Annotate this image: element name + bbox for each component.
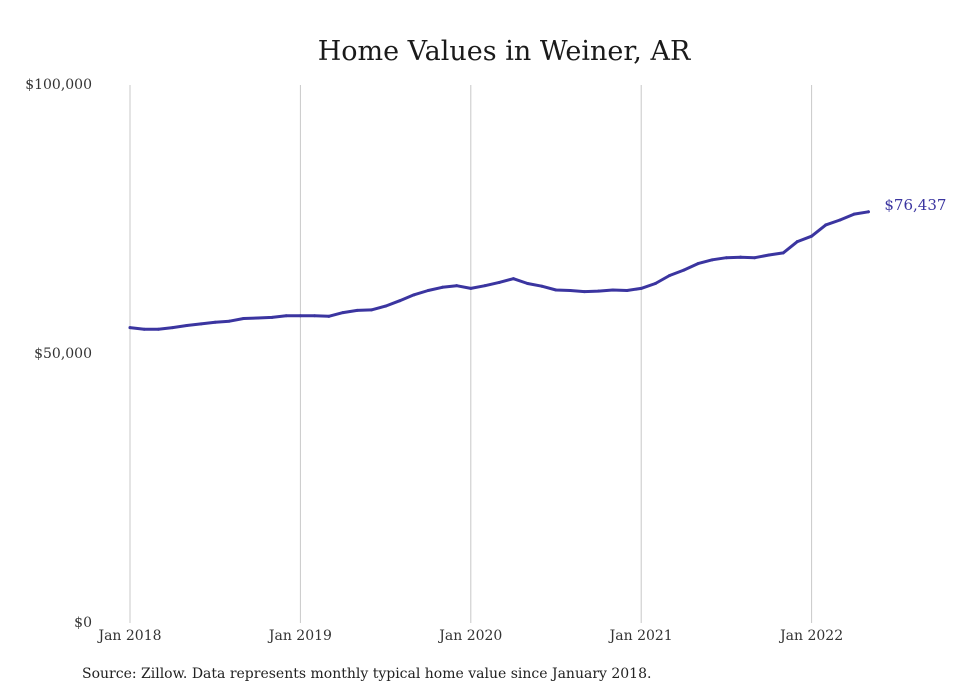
x-tick-label: Jan 2021: [608, 628, 673, 644]
data-point: [682, 268, 686, 272]
data-point: [185, 323, 189, 327]
data-point: [227, 319, 231, 323]
y-tick-label: $0: [74, 615, 92, 631]
data-point: [838, 218, 842, 222]
data-point: [355, 308, 359, 312]
data-point: [668, 273, 672, 277]
end-value-label: $76,437: [884, 196, 946, 214]
data-point: [597, 289, 601, 293]
x-tick-label: Jan 2019: [267, 628, 332, 644]
series-group: [128, 210, 870, 331]
data-point: [284, 314, 288, 318]
data-point: [724, 256, 728, 260]
chart-title: Home Values in Weiner, AR: [318, 36, 691, 67]
data-point: [526, 282, 530, 286]
data-point: [156, 327, 160, 331]
data-point: [824, 223, 828, 227]
data-point: [795, 240, 799, 244]
data-point: [497, 280, 501, 284]
x-axis: Jan 2018 Jan 2019 Jan 2020 Jan 2021 Jan 2022: [96, 628, 843, 644]
data-point: [852, 212, 856, 216]
data-point: [313, 314, 317, 318]
data-point: [540, 284, 544, 288]
data-point: [327, 314, 331, 318]
data-point: [469, 286, 473, 290]
data-point: [128, 326, 132, 330]
x-tick-label: Jan 2020: [437, 628, 502, 644]
data-point: [440, 285, 444, 289]
data-point: [739, 255, 743, 259]
data-point: [568, 289, 572, 293]
data-point: [455, 284, 459, 288]
grid-lines: [129, 85, 813, 623]
source-note: Source: Zillow. Data represents monthly …: [82, 666, 652, 682]
x-tick-label: Jan 2022: [778, 628, 843, 644]
data-point: [483, 284, 487, 288]
series-line: [128, 210, 870, 331]
y-tick-label: $50,000: [34, 346, 92, 362]
data-point: [582, 290, 586, 294]
data-point: [341, 311, 345, 315]
data-point: [171, 326, 175, 330]
data-point: [866, 210, 870, 214]
data-point: [426, 289, 430, 293]
data-point: [242, 316, 246, 320]
data-point: [767, 253, 771, 257]
y-tick-label: $100,000: [25, 77, 92, 93]
data-point: [511, 277, 515, 281]
data-point: [611, 288, 615, 292]
data-point: [270, 315, 274, 319]
data-point: [625, 289, 629, 293]
data-point: [298, 314, 302, 318]
data-point: [554, 288, 558, 292]
data-point: [781, 251, 785, 255]
x-tick-label: Jan 2018: [96, 628, 161, 644]
data-point: [256, 316, 260, 320]
data-point: [653, 282, 657, 286]
data-point: [384, 304, 388, 308]
data-point: [710, 258, 714, 262]
data-point: [213, 320, 217, 324]
data-point: [753, 256, 757, 260]
data-point: [412, 293, 416, 297]
data-point: [696, 262, 700, 266]
y-axis: $0 $50,000 $100,000: [25, 77, 92, 631]
data-point: [398, 299, 402, 303]
data-point: [639, 286, 643, 290]
data-point: [142, 327, 146, 331]
data-point: [199, 322, 203, 326]
line-chart: Home Values in Weiner, AR $0 $50,000 $100,…: [25, 36, 946, 644]
data-point: [369, 308, 373, 312]
data-point: [810, 234, 814, 238]
